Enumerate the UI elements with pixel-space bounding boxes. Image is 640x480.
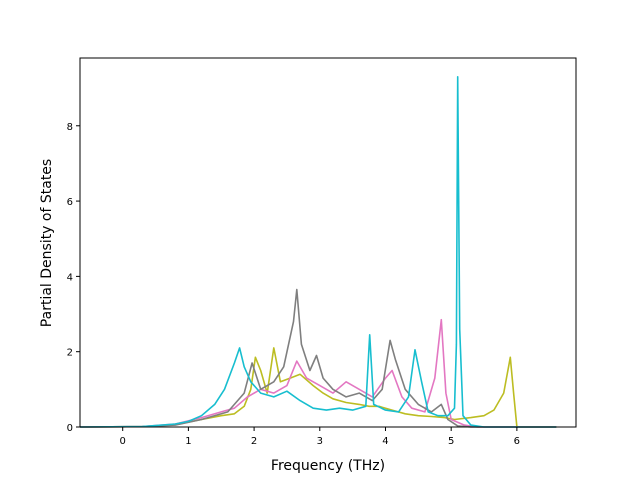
series-line-2 (79, 318, 557, 428)
series-line-1 (79, 347, 557, 428)
x-tick-label: 2 (251, 436, 257, 447)
x-tick-label: 0 (120, 436, 126, 447)
series-line-3 (79, 288, 557, 428)
series-line-4 (79, 76, 557, 428)
y-tick-label: 4 (67, 272, 73, 283)
y-axis-ticks: 0 2 4 6 8 (67, 122, 80, 434)
y-tick-label: 0 (67, 423, 73, 434)
series-layer (79, 76, 557, 428)
x-tick-label: 6 (514, 436, 520, 447)
x-axis-title: Frequency (THz) (271, 458, 385, 474)
x-axis-ticks: 0 1 2 3 4 5 6 (120, 427, 520, 447)
y-tick-label: 2 (67, 348, 73, 359)
y-tick-label: 8 (67, 122, 73, 133)
x-tick-label: 4 (382, 436, 388, 447)
x-tick-label: 3 (317, 436, 323, 447)
x-tick-label: 1 (185, 436, 191, 447)
y-axis-title: Partial Density of States (39, 159, 55, 327)
plot-frame (79, 57, 577, 428)
x-tick-label: 5 (448, 436, 454, 447)
y-tick-label: 6 (67, 197, 73, 208)
